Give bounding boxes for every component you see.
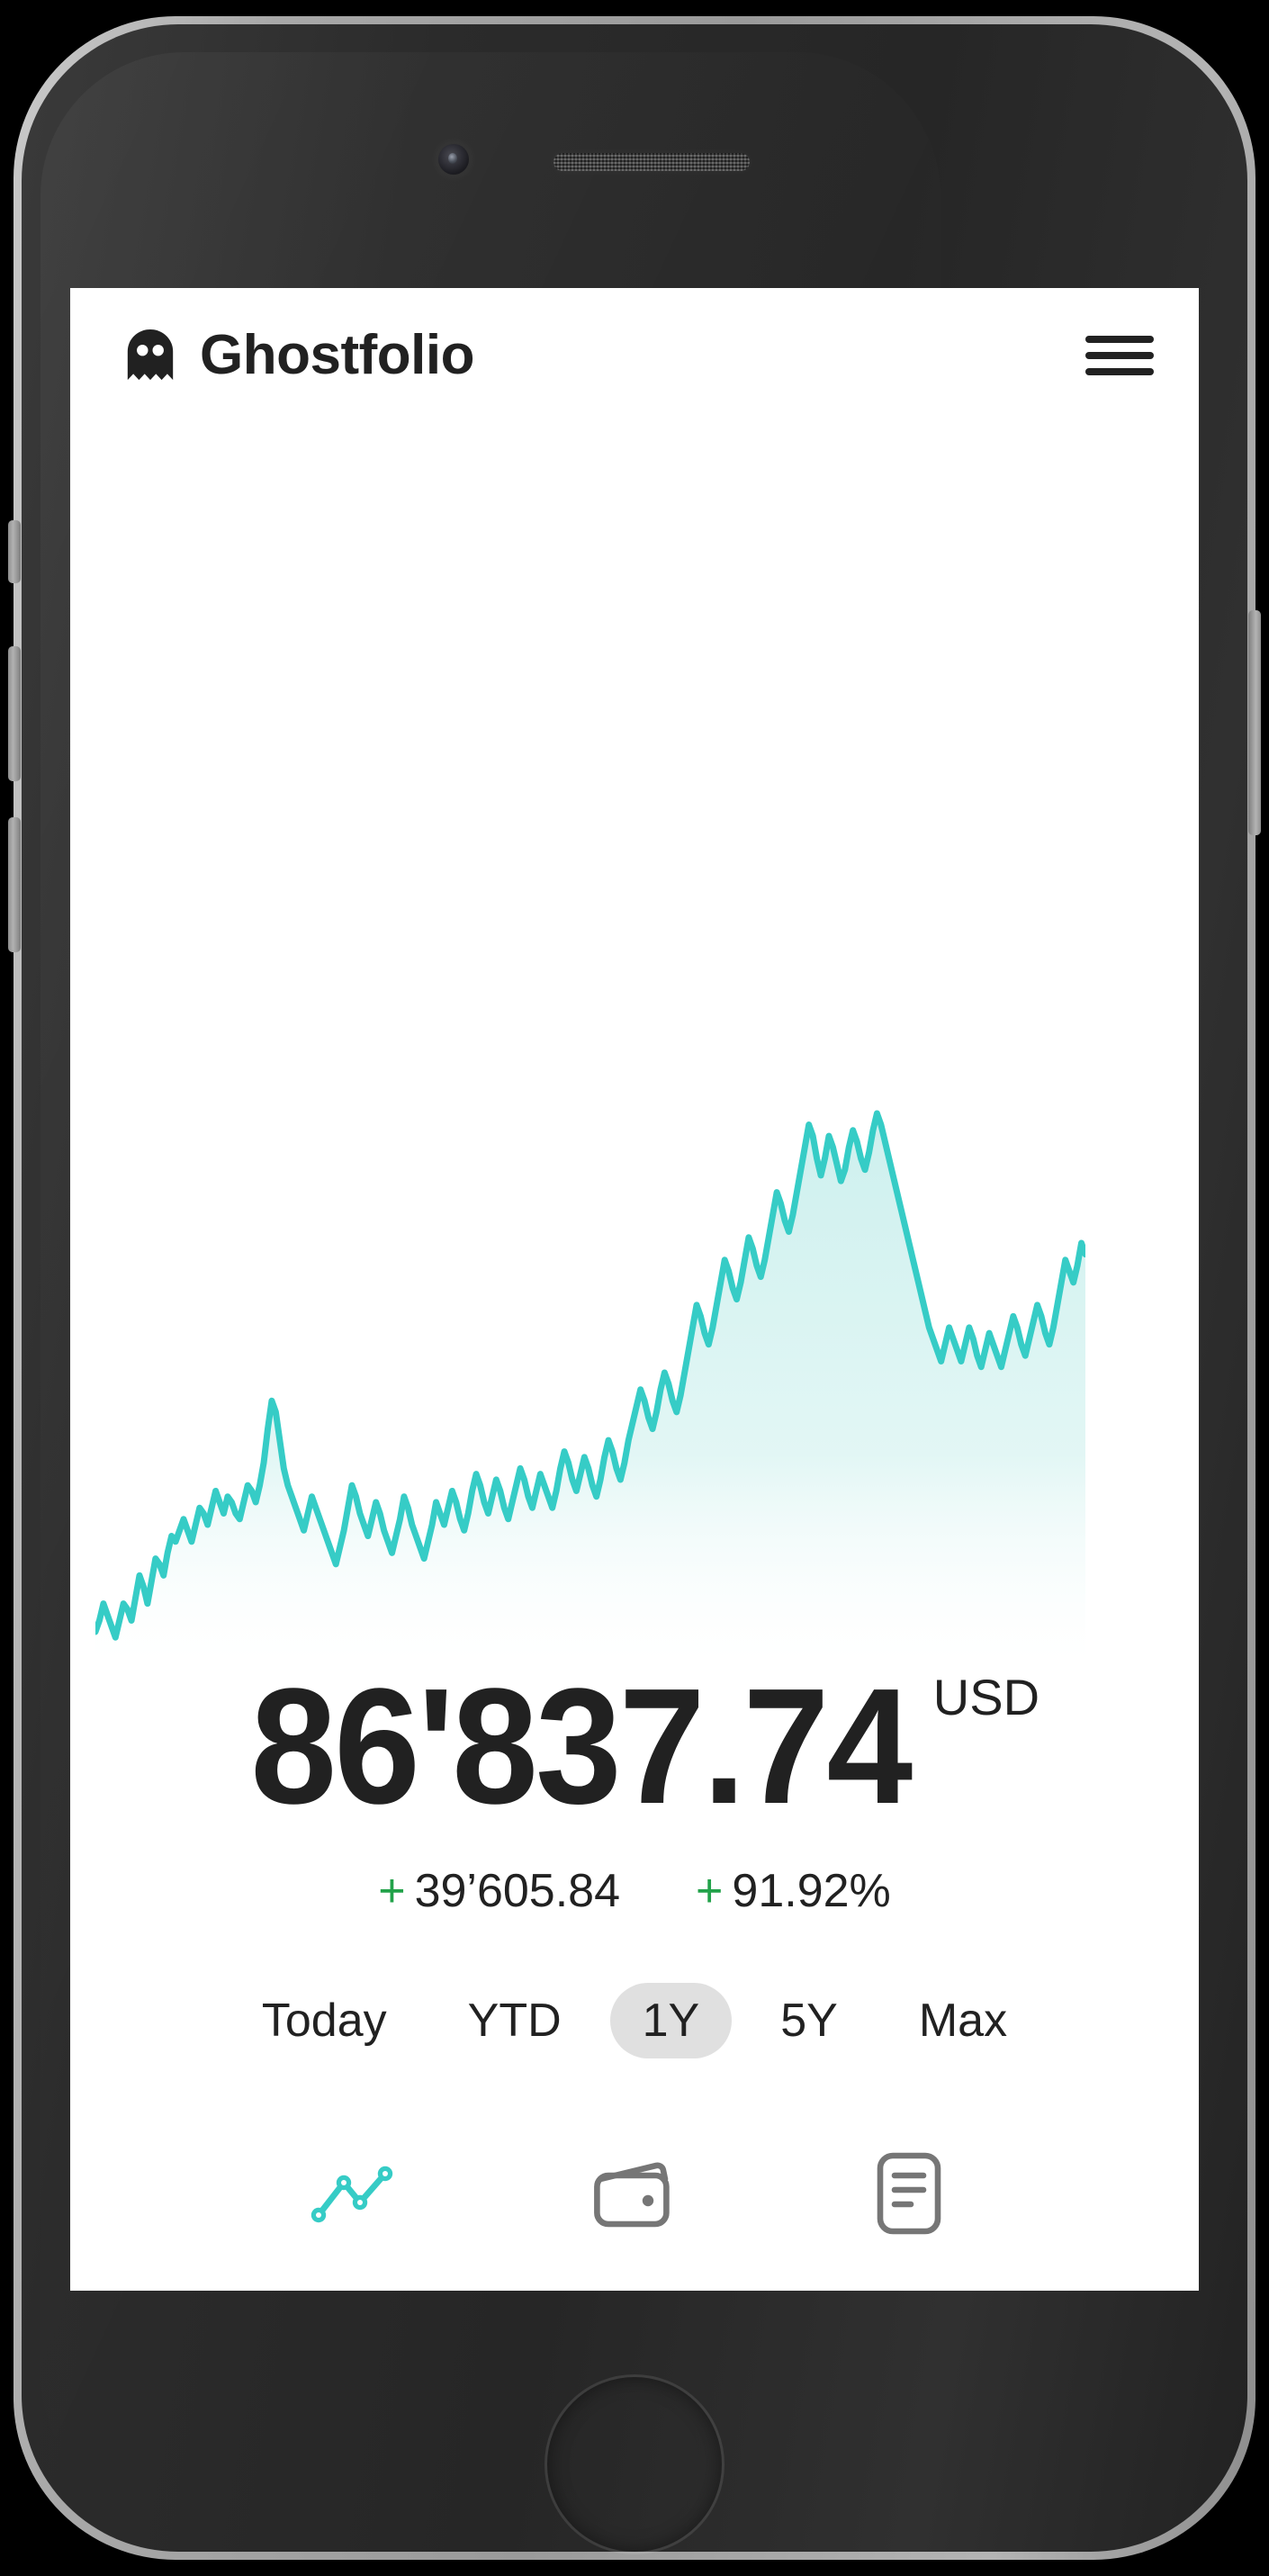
document-lines-icon [877, 2152, 941, 2235]
nav-portfolio[interactable] [576, 2139, 693, 2247]
home-button[interactable] [544, 2374, 724, 2554]
performance-area-chart [95, 1110, 1085, 1665]
portfolio-performance-chart[interactable] [95, 1080, 1085, 1665]
range-option-5y[interactable]: 5Y [780, 1995, 838, 2047]
hamburger-menu-icon[interactable] [1085, 330, 1154, 381]
portfolio-currency: USD [932, 1669, 1040, 1725]
range-option-today[interactable]: Today [261, 1995, 387, 2047]
portfolio-change-row: +39’605.84 +91.92% [70, 1864, 1199, 1918]
portfolio-value-row: 86'837.74 USD [70, 1663, 1199, 1828]
hamburger-line [1085, 352, 1154, 359]
phone-mockup: Ghostfolio [8, 16, 1261, 2560]
absolute-change-value: 39’605.84 [414, 1865, 621, 1917]
hamburger-line [1085, 368, 1154, 375]
nav-analytics[interactable] [302, 2139, 418, 2247]
date-range-selector: Today YTD 1Y 5Y Max [70, 1983, 1199, 2058]
range-option-ytd[interactable]: YTD [467, 1995, 562, 2047]
portfolio-value-block: 86'837.74 USD +39’605.84 +91.92% [70, 1663, 1199, 1918]
range-option-max[interactable]: Max [918, 1995, 1008, 2047]
phone-screen: Ghostfolio [70, 288, 1199, 2291]
portfolio-value: 86'837.74 [250, 1653, 913, 1838]
range-option-1y[interactable]: 1Y [609, 1983, 733, 2058]
mute-switch[interactable] [8, 520, 21, 583]
percent-change-value: 91.92% [732, 1865, 891, 1917]
nav-summary[interactable] [850, 2139, 968, 2247]
change-sign: + [696, 1865, 724, 1917]
app-header: Ghostfolio [70, 288, 1199, 423]
absolute-change: +39’605.84 [378, 1864, 620, 1918]
volume-down-button[interactable] [8, 817, 21, 952]
hamburger-line [1085, 336, 1154, 343]
ghost-icon [127, 329, 174, 381]
power-button[interactable] [1248, 610, 1261, 835]
brand-logo[interactable]: Ghostfolio [122, 328, 474, 383]
front-camera-icon [438, 144, 469, 175]
speaker-grille-icon [554, 153, 750, 171]
volume-up-button[interactable] [8, 646, 21, 781]
change-sign: + [378, 1865, 406, 1917]
line-chart-icon [310, 2166, 393, 2223]
brand-name: Ghostfolio [200, 324, 474, 386]
bottom-navigation [70, 2139, 1199, 2247]
percent-change: +91.92% [696, 1864, 891, 1918]
wallet-icon [594, 2162, 670, 2228]
